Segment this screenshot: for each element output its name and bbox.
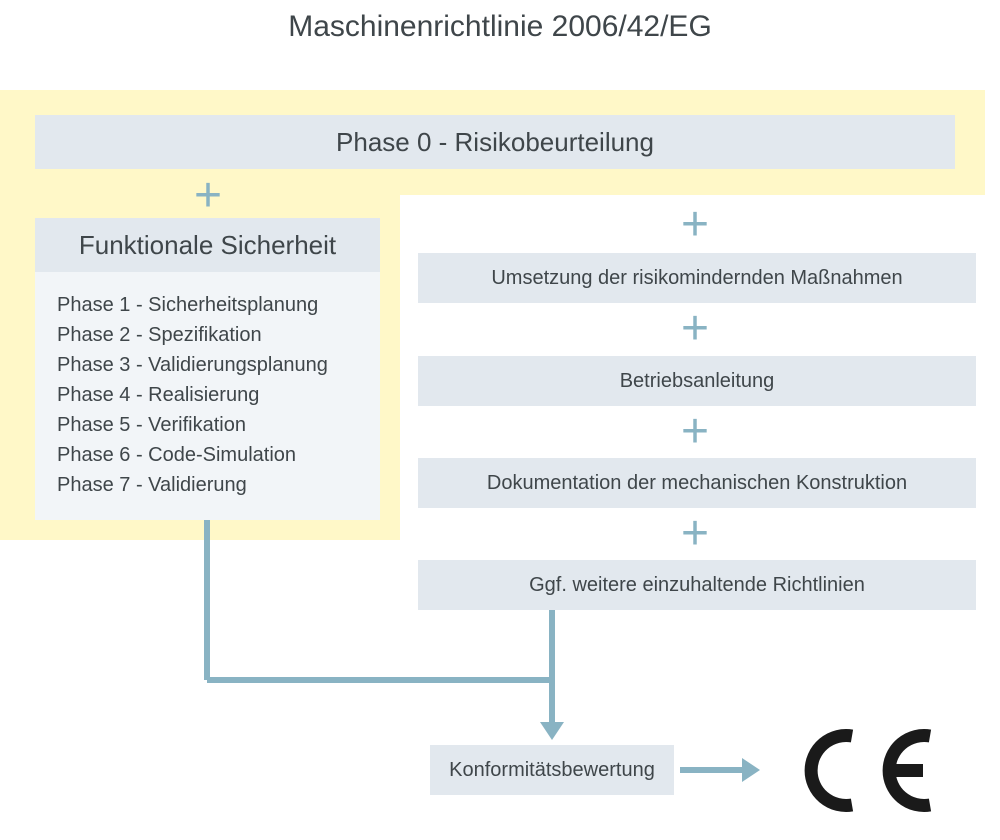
right-box: Betriebsanleitung	[418, 356, 976, 406]
right-box-label: Betriebsanleitung	[620, 370, 775, 393]
plus-icon: +	[675, 305, 715, 353]
phase-list-item: Phase 6 - Code-Simulation	[57, 440, 358, 470]
plus-icon: +	[188, 172, 228, 220]
plus-icon: +	[675, 201, 715, 249]
right-box: Umsetzung der risikomindernden Maßnahmen	[418, 253, 976, 303]
result-label: Konformitätsbewertung	[449, 759, 655, 782]
phase0-label: Phase 0 - Risikobeurteilung	[336, 127, 654, 158]
plus-icon: +	[675, 408, 715, 456]
plus-icon: +	[675, 510, 715, 558]
phase-list-item: Phase 1 - Sicherheitsplanung	[57, 290, 358, 320]
phase-list-item: Phase 4 - Realisierung	[57, 380, 358, 410]
functional-safety-title: Funktionale Sicherheit	[79, 230, 336, 261]
phase0-box: Phase 0 - Risikobeurteilung	[35, 115, 955, 169]
right-box-label: Dokumentation der mechanischen Konstrukt…	[487, 472, 907, 495]
phase-list-item: Phase 3 - Validierungsplanung	[57, 350, 358, 380]
right-box: Dokumentation der mechanischen Konstrukt…	[418, 458, 976, 508]
page-title: Maschinenrichtlinie 2006/42/EG	[0, 10, 1000, 44]
phase-list: Phase 1 - SicherheitsplanungPhase 2 - Sp…	[35, 272, 380, 520]
phase-list-item: Phase 7 - Validierung	[57, 470, 358, 500]
phase-list-item: Phase 2 - Spezifikation	[57, 320, 358, 350]
ce-mark	[790, 728, 940, 813]
result-box: Konformitätsbewertung	[430, 745, 674, 795]
right-box: Ggf. weitere einzuhaltende Richtlinien	[418, 560, 976, 610]
phase-list-item: Phase 5 - Verifikation	[57, 410, 358, 440]
functional-safety-header: Funktionale Sicherheit	[35, 218, 380, 272]
right-box-label: Ggf. weitere einzuhaltende Richtlinien	[529, 574, 865, 597]
right-box-label: Umsetzung der risikomindernden Maßnahmen	[491, 267, 902, 290]
